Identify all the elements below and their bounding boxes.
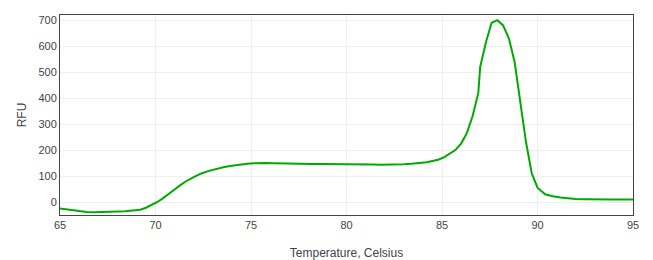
svg-text:700: 700 <box>38 14 56 26</box>
svg-text:Temperature, Celsius: Temperature, Celsius <box>290 246 403 260</box>
svg-text:85: 85 <box>436 219 448 231</box>
svg-text:80: 80 <box>340 219 352 231</box>
svg-text:RFU: RFU <box>15 103 29 128</box>
svg-text:70: 70 <box>149 219 161 231</box>
svg-text:100: 100 <box>38 170 56 182</box>
svg-text:200: 200 <box>38 144 56 156</box>
svg-text:400: 400 <box>38 92 56 104</box>
svg-text:500: 500 <box>38 66 56 78</box>
svg-text:0: 0 <box>51 196 57 208</box>
svg-text:600: 600 <box>38 40 56 52</box>
svg-text:95: 95 <box>627 219 639 231</box>
svg-text:75: 75 <box>245 219 257 231</box>
svg-text:90: 90 <box>531 219 543 231</box>
svg-text:65: 65 <box>54 219 66 231</box>
svg-text:300: 300 <box>38 118 56 130</box>
